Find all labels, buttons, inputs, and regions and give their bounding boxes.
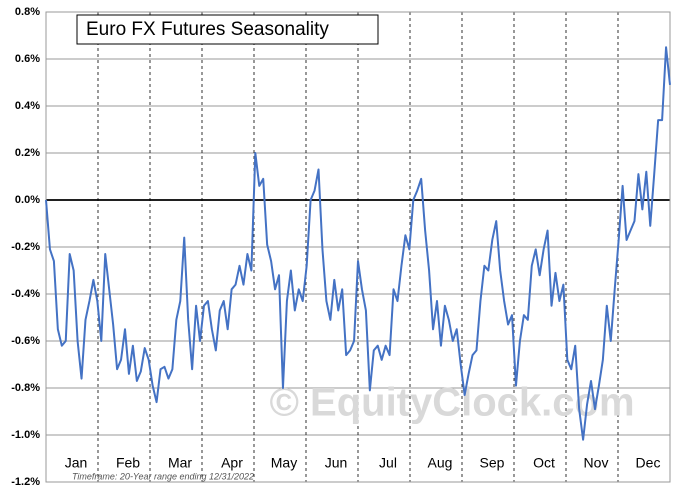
x-tick-label: Dec: [636, 455, 661, 471]
x-tick-label: Jan: [65, 455, 88, 471]
y-tick-label: -1.0%: [11, 429, 40, 441]
x-tick-label: Jun: [325, 455, 348, 471]
watermark: © EquityClock.com: [269, 381, 634, 425]
footnote: Timeframe: 20-Year range ending 12/31/20…: [72, 471, 254, 481]
plot-border: [45, 11, 671, 483]
y-tick-label: 0.0%: [15, 194, 40, 206]
y-tick-label: 0.6%: [15, 53, 40, 65]
x-tick-label: Jul: [379, 455, 397, 471]
title-box: [76, 14, 379, 45]
y-tick-label: 0.2%: [15, 147, 40, 159]
y-tick-label: 0.4%: [15, 100, 40, 112]
x-tick-label: Sep: [480, 455, 505, 471]
x-tick-label: Aug: [428, 455, 453, 471]
y-tick-label: -0.8%: [11, 382, 40, 394]
y-tick-label: 0.8%: [15, 6, 40, 18]
line: [45, 46, 671, 441]
chart-title: Euro FX Futures Seasonality: [86, 19, 329, 40]
y-tick-label: -1.2%: [11, 476, 40, 488]
x-tick-label: Mar: [168, 455, 192, 471]
y-tick-label: -0.2%: [11, 241, 40, 253]
marks: [45, 46, 671, 441]
y-tick-label: -0.6%: [11, 335, 40, 347]
x-tick-label: Oct: [533, 455, 555, 471]
x-tick-label: May: [271, 455, 297, 471]
x-tick-label: Feb: [116, 455, 140, 471]
x-tick-label: Apr: [221, 455, 243, 471]
y-tick-label: -0.4%: [11, 288, 40, 300]
x-tick-label: Nov: [584, 455, 609, 471]
